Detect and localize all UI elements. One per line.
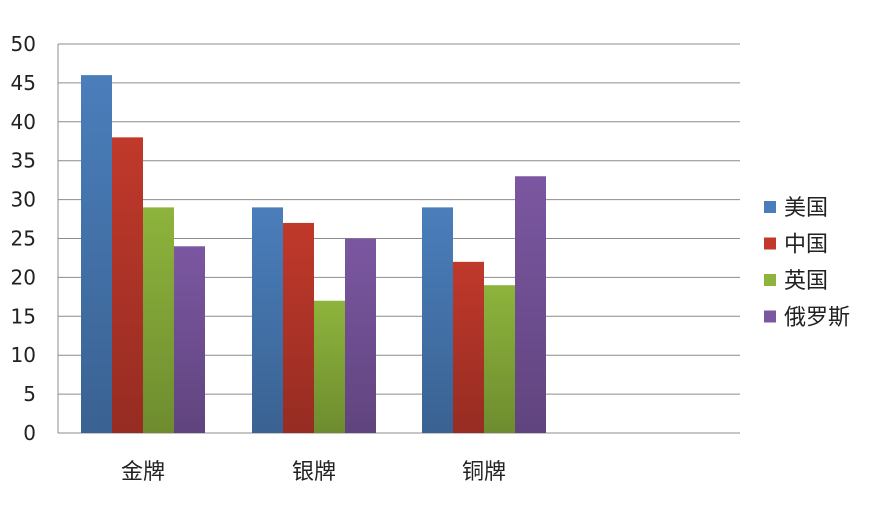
bar-铜牌-中国	[453, 261, 484, 433]
bar-铜牌-英国	[484, 285, 515, 433]
y-tick-label: 35	[11, 149, 36, 173]
bar-银牌-美国	[252, 207, 283, 433]
bar-铜牌-美国	[422, 207, 453, 433]
y-tick-label: 40	[11, 110, 36, 134]
y-tick-label: 50	[11, 32, 36, 56]
x-axis-labels: 金牌 银牌 铜牌	[121, 460, 506, 485]
x-category-label: 铜牌	[462, 460, 506, 485]
bar-金牌-俄罗斯	[174, 246, 205, 433]
y-tick-label: 20	[11, 265, 36, 289]
legend-swatch-英国	[764, 274, 776, 286]
legend-label: 英国	[784, 269, 828, 294]
x-category-label: 银牌	[292, 460, 336, 485]
y-tick-label: 25	[11, 227, 36, 251]
legend-swatch-美国	[764, 201, 776, 213]
y-tick-label: 15	[11, 304, 36, 328]
bar-铜牌-俄罗斯	[515, 176, 546, 433]
y-tick-label: 0	[23, 421, 36, 445]
bar-金牌-中国	[112, 137, 143, 434]
legend-label: 俄罗斯	[784, 306, 850, 331]
bars	[81, 75, 546, 434]
y-tick-label: 30	[11, 188, 36, 212]
legend-label: 中国	[784, 233, 828, 258]
legend-swatch-中国	[764, 237, 776, 250]
x-category-label: 金牌	[121, 460, 165, 485]
legend-swatch-俄罗斯	[764, 310, 776, 323]
bar-金牌-美国	[81, 75, 112, 434]
bar-银牌-中国	[283, 222, 314, 433]
bar-银牌-俄罗斯	[345, 238, 376, 433]
y-tick-label: 10	[11, 343, 36, 367]
bar-银牌-英国	[314, 300, 345, 433]
y-axis: 0 5 10 15 20 25 30 35 40 45 50	[11, 32, 59, 445]
y-tick-label: 5	[23, 382, 36, 406]
y-tick-label: 45	[11, 71, 36, 95]
legend-label: 美国	[784, 196, 828, 221]
bar-金牌-英国	[143, 207, 174, 433]
